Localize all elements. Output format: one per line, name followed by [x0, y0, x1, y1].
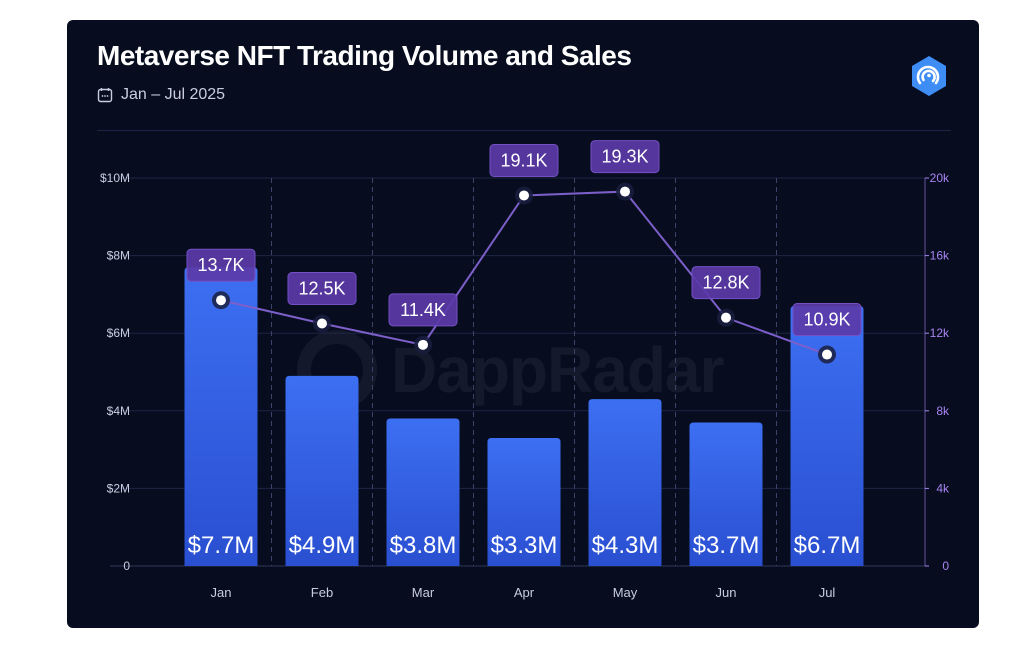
right-axis-tick-label: 0 — [942, 559, 949, 573]
left-axis-tick-label: 0 — [123, 559, 130, 573]
sales-value-badge — [590, 140, 660, 174]
left-axis-tick-label: $2M — [107, 481, 130, 495]
sales-value-badge — [691, 266, 761, 300]
left-axis-tick-label: $4M — [107, 404, 130, 418]
volume-bar — [790, 306, 864, 566]
x-axis-tick-label: Jul — [819, 585, 836, 600]
sales-value-badge — [792, 303, 862, 337]
x-axis-tick-label: May — [613, 585, 638, 600]
right-axis-tick-label: 16k — [930, 249, 950, 263]
sales-value-label: 11.4K — [400, 300, 446, 320]
volume-bar — [285, 375, 359, 566]
sales-point — [216, 295, 226, 306]
right-axis-tick-label: 4k — [936, 481, 950, 495]
bar-value-label: $4.3M — [592, 532, 659, 559]
bar-value-label: $3.8M — [390, 532, 457, 559]
sales-value-label: 10.9K — [803, 310, 850, 330]
dappradar-logo-icon — [912, 56, 946, 96]
right-axis-tick-label: 8k — [936, 404, 950, 418]
sales-value-badge — [287, 272, 357, 305]
x-axis-tick-label: Jun — [716, 585, 737, 600]
chart-title: Metaverse NFT Trading Volume and Sales — [97, 40, 632, 71]
bar-value-label: $7.7M — [188, 532, 255, 559]
x-axis-tick-label: Jan — [211, 585, 232, 600]
sales-value-label: 12.5K — [298, 279, 345, 299]
combo-chart: $7.7M $4.9M $3.8M $3.3M $4.3M $3.7M $6.7M 13.7K… — [100, 140, 950, 600]
sales-point — [822, 349, 832, 360]
volume-bar — [588, 399, 662, 566]
sales-value-label: 12.8K — [702, 273, 749, 293]
bar-value-label: $6.7M — [794, 532, 861, 559]
sales-value-label: 13.7K — [197, 255, 244, 275]
x-axis-tick-label: Apr — [514, 585, 535, 600]
sales-value-badge — [489, 143, 559, 177]
sales-point — [418, 339, 428, 350]
right-axis-tick-label: 20k — [930, 171, 950, 185]
header-divider — [97, 130, 951, 131]
date-range-text: Jan – Jul 2025 — [121, 86, 226, 103]
x-axis-tick-label: Mar — [412, 585, 435, 600]
watermark-text: DappRadar — [391, 334, 724, 406]
sales-value-label: 19.1K — [500, 150, 547, 170]
bar-value-label: $4.9M — [289, 532, 356, 559]
volume-bar — [184, 267, 258, 566]
sales-point — [519, 190, 529, 201]
chart-card: Metaverse NFT Trading Volume and Sales J… — [67, 20, 979, 628]
sales-point — [317, 318, 327, 329]
bar-value-label: $3.7M — [693, 532, 760, 559]
left-axis-tick-label: $8M — [107, 249, 130, 263]
date-range: Jan – Jul 2025 — [97, 86, 225, 104]
sales-value-badge — [388, 293, 458, 327]
left-axis-tick-label: $10M — [100, 171, 130, 185]
left-axis-tick-label: $6M — [107, 326, 130, 340]
volume-bar — [386, 418, 460, 566]
x-axis-tick-label: Feb — [311, 585, 333, 600]
right-axis-tick-label: 12k — [930, 326, 950, 340]
sales-value-badge — [186, 248, 256, 282]
volume-bar — [487, 437, 561, 566]
volume-bar — [689, 422, 763, 566]
calendar-icon — [97, 88, 113, 103]
sales-point — [721, 312, 731, 323]
bar-value-label: $3.3M — [491, 532, 558, 559]
sales-point — [620, 186, 630, 197]
sales-value-label: 19.3K — [601, 147, 648, 167]
